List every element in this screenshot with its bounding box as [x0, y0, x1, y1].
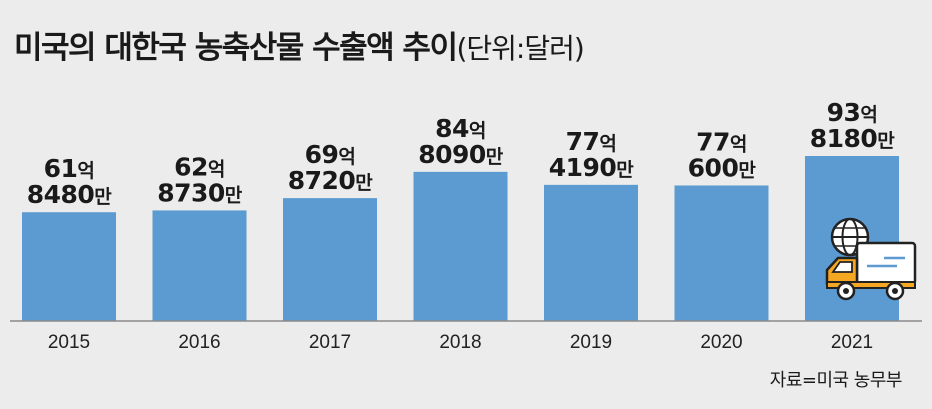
data-label-2018-man: 8090만: [418, 140, 504, 169]
tick-label-2018: 2018: [439, 332, 481, 353]
data-label-2015-eok: 61억: [44, 154, 95, 183]
bar-2017: [283, 198, 377, 321]
tick-label-2015: 2015: [48, 332, 90, 353]
data-label-2015-man: 8480만: [27, 180, 113, 209]
tick-label-2016: 2016: [178, 332, 220, 353]
data-label-2016-man: 8730만: [157, 178, 243, 207]
tick-label-2021: 2021: [831, 332, 873, 353]
data-label-2017-eok: 69억: [305, 140, 356, 169]
bar-2015: [22, 212, 116, 321]
data-label-2020-eok: 77억: [696, 127, 747, 156]
bar-2019: [544, 184, 638, 321]
data-label-2016-eok: 62억: [174, 152, 225, 181]
title-text: 미국의 대한국 농축산물 수출액 추이: [14, 30, 458, 66]
source-note: 자료=미국 농무부: [769, 370, 903, 391]
data-label-2021-man: 8180만: [810, 124, 896, 153]
chart-title: 미국의 대한국 농축산물 수출액 추이(단위:달러): [14, 22, 585, 67]
tick-label-2019: 2019: [570, 332, 612, 353]
data-label-2020-man: 600만: [688, 153, 757, 182]
unit-label: (단위:달러): [456, 32, 584, 65]
bar-2016: [152, 210, 247, 321]
delivery-truck-icon: [825, 217, 917, 301]
data-label-2019-man: 4190만: [549, 153, 635, 182]
bar-2020: [674, 185, 769, 321]
data-label-2019-eok: 77억: [566, 127, 617, 156]
data-label-2021-eok: 93억: [827, 98, 878, 127]
tick-label-2017: 2017: [309, 332, 351, 353]
data-label-2018-eok: 84억: [435, 114, 486, 143]
bar-2018: [413, 171, 508, 321]
tick-label-2020: 2020: [700, 332, 742, 353]
data-label-2017-man: 8720만: [288, 166, 374, 195]
